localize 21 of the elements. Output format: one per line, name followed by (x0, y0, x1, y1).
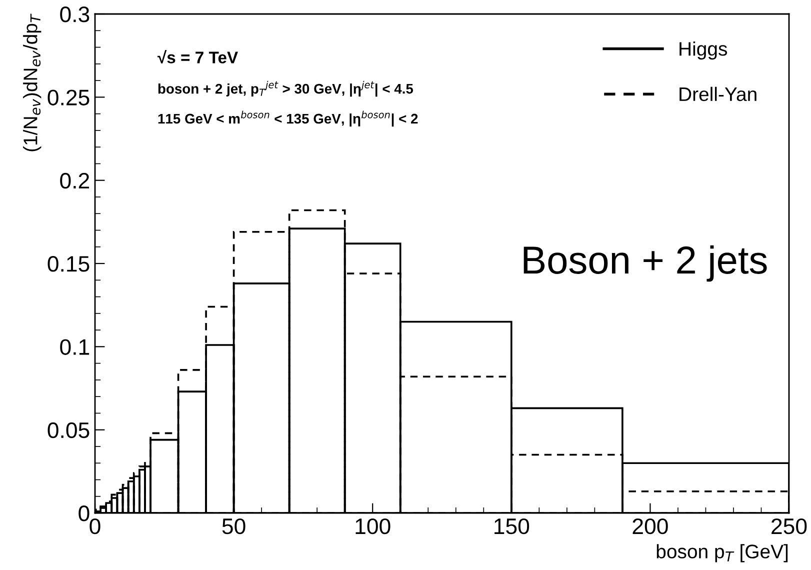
legend-label: Higgs (680, 41, 728, 60)
x-tick-label: 0 (90, 518, 100, 534)
y-tick-label: 0.05 (48, 422, 90, 438)
y-tick-label: 0.2 (60, 172, 90, 189)
y-tick-label: 0 (78, 506, 90, 522)
annotation: √s = 7 TeV (157, 50, 238, 64)
x-tick-label: 200 (632, 518, 668, 534)
annotation: Boson + 2 jets (524, 245, 767, 282)
x-tick-label: 50 (222, 518, 246, 534)
y-axis-title: (1/N$_{ev}$)dN$_{ev}$/dp$_{T}$ (23, 14, 42, 152)
y-tick-label: 0.3 (60, 6, 90, 22)
x-tick-label: 100 (356, 518, 390, 534)
y-tick-label: 0.25 (48, 90, 90, 106)
x-tick-label: 250 (772, 518, 807, 534)
legend-label: Drell-Yan (680, 86, 756, 102)
y-tick-label: 0.15 (48, 256, 90, 272)
x-axis-title: boson p$_{T}$ [GeV] (656, 544, 788, 562)
x-tick-label: 150 (494, 518, 530, 534)
annotation: boson + 2 jet, p$_{T}$$^{jet}$ > 30 GeV, |η$^{jet}$| < 4.5 (158, 80, 414, 97)
annotation: 115 GeV < m$^{boson}$ < 135 GeV, |η$^{boson}$| < 2 (158, 110, 418, 127)
y-tick-label: 0.1 (60, 339, 90, 355)
